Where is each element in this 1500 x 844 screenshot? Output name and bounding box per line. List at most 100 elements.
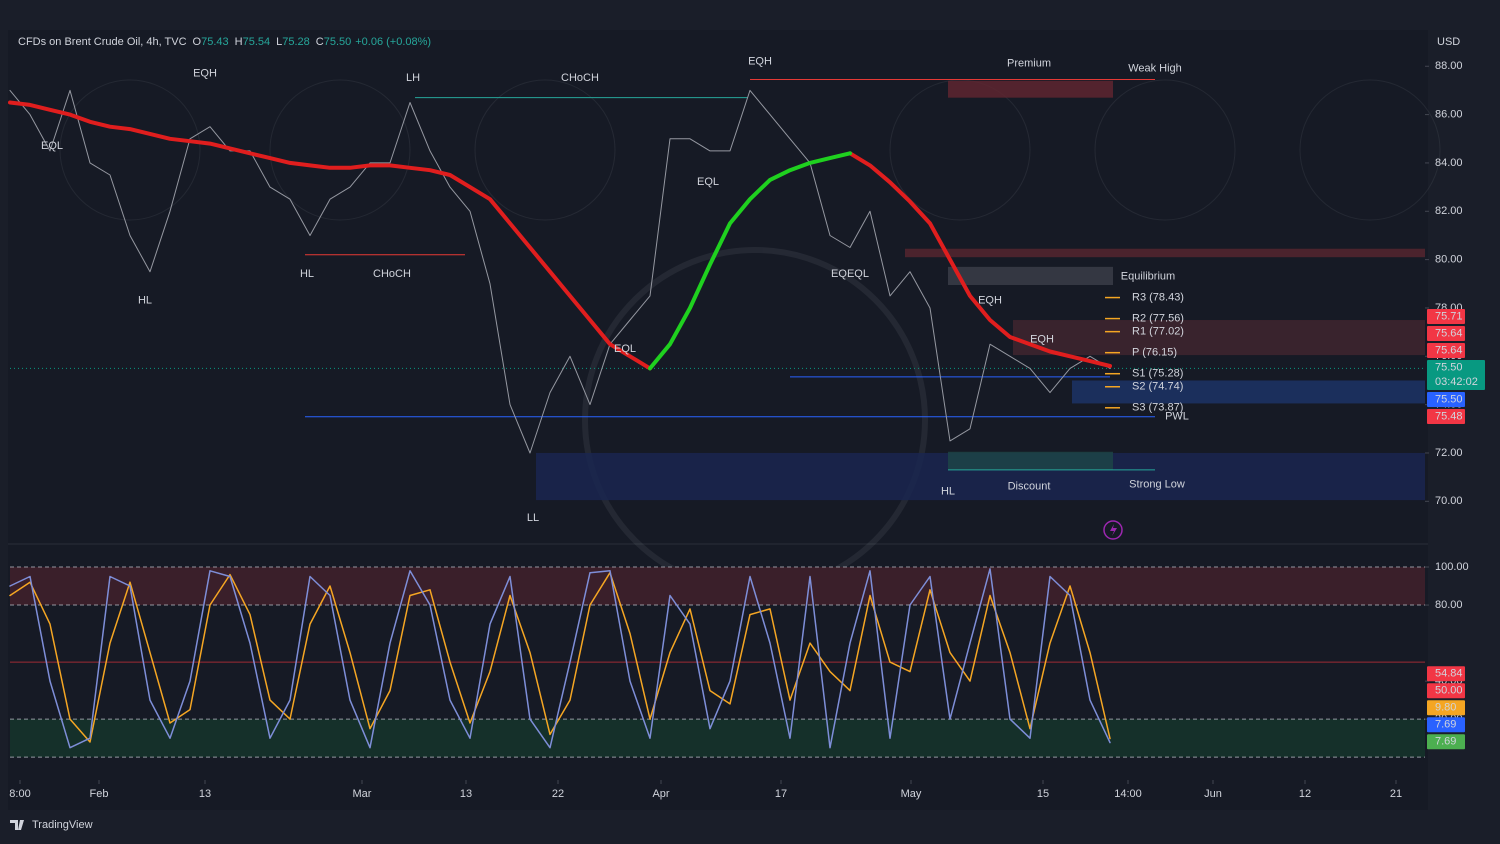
ohlc-key: H bbox=[235, 36, 243, 48]
x-tick-label: Feb bbox=[90, 788, 109, 800]
annotation: Weak High bbox=[1128, 63, 1182, 75]
ohlc-key: O bbox=[193, 36, 202, 48]
price-tag bbox=[1427, 342, 1465, 358]
zone bbox=[948, 266, 1113, 285]
x-tick-label: May bbox=[901, 788, 922, 800]
price-tag bbox=[1427, 717, 1465, 733]
annotation: LH bbox=[406, 72, 420, 84]
pivot-label: R1 (77.02) bbox=[1132, 326, 1184, 338]
price-tag-label: 75.50 bbox=[1435, 361, 1463, 373]
annotation: CHoCH bbox=[561, 72, 599, 84]
price-tag-label: 75.64 bbox=[1435, 344, 1463, 356]
x-tick-label: Mar bbox=[353, 788, 372, 800]
y-tick-label: 80.00 bbox=[1435, 254, 1463, 266]
annotation: EQH bbox=[193, 67, 217, 79]
annotation: Equilibrium bbox=[1121, 270, 1175, 282]
pivot-label: P (76.15) bbox=[1132, 347, 1177, 359]
annotation: HL bbox=[941, 486, 955, 498]
price-tag-label: 75.64 bbox=[1435, 327, 1463, 339]
y-tick-label: 86.00 bbox=[1435, 109, 1463, 121]
plot-area bbox=[8, 30, 1428, 810]
pivot-label: R2 (77.56) bbox=[1132, 313, 1184, 325]
x-tick-label: 13 bbox=[460, 788, 472, 800]
brand: TradingView bbox=[32, 819, 93, 831]
price-tag-label: 75.48 bbox=[1435, 410, 1463, 422]
y-tick-label: 84.00 bbox=[1435, 157, 1463, 169]
annotation: EQEQL bbox=[831, 268, 869, 280]
annotation: EQL bbox=[41, 140, 63, 152]
price-tag bbox=[1427, 683, 1465, 699]
annotation: CHoCH bbox=[373, 268, 411, 280]
price-tag-label: 50.00 bbox=[1435, 685, 1463, 697]
ohlc-value: 75.28 bbox=[282, 36, 310, 48]
annotation: Strong Low bbox=[1129, 478, 1185, 490]
price-tag-label: 9.80 bbox=[1435, 702, 1456, 714]
ohlc-value: 75.43 bbox=[201, 36, 229, 48]
pivot-label: R3 (78.43) bbox=[1132, 291, 1184, 303]
band bbox=[10, 719, 1425, 758]
price-tag bbox=[1427, 734, 1465, 750]
change: +0.06 (+0.08%) bbox=[355, 36, 431, 48]
zone bbox=[1072, 380, 1425, 404]
symbol: CFDs on Brent Crude Oil, 4h, TVC bbox=[18, 36, 187, 48]
price-tag bbox=[1427, 308, 1465, 324]
price-tag bbox=[1427, 391, 1465, 407]
price-tag bbox=[1427, 700, 1465, 716]
annotation: LL bbox=[527, 512, 539, 524]
price-tag-label: 7.69 bbox=[1435, 736, 1456, 748]
annotation: PWL bbox=[1165, 411, 1189, 423]
price-tag-label: 54.84 bbox=[1435, 668, 1463, 680]
y-tick-label: 100.00 bbox=[1435, 561, 1469, 573]
x-tick-label: Apr bbox=[652, 788, 669, 800]
x-tick-label: 17 bbox=[775, 788, 787, 800]
x-tick-label: 22 bbox=[552, 788, 564, 800]
annotation: EQH bbox=[978, 295, 1002, 307]
x-tick-label: 21 bbox=[1390, 788, 1402, 800]
series-line bbox=[648, 151, 852, 371]
annotation: HL bbox=[300, 268, 314, 280]
annotation: EQL bbox=[697, 176, 719, 188]
zone bbox=[948, 80, 1113, 98]
price-tag bbox=[1427, 325, 1465, 341]
header: CFDs on Brent Crude Oil, 4h, TVC O75.43 H7… bbox=[18, 36, 431, 48]
annotation: EQH bbox=[748, 55, 772, 67]
price-tag bbox=[1427, 359, 1485, 390]
zone bbox=[948, 451, 1113, 470]
pivot-label: S2 (74.74) bbox=[1132, 381, 1183, 393]
annotation: HL bbox=[138, 295, 152, 307]
y-tick-label: 72.00 bbox=[1435, 447, 1463, 459]
price-tag-sub: 03:42:02 bbox=[1435, 376, 1478, 388]
y-tick-label: 82.00 bbox=[1435, 205, 1463, 217]
annotation: EQH bbox=[1030, 333, 1054, 345]
brand-logo bbox=[10, 820, 24, 830]
ohlc-key: C bbox=[316, 36, 324, 48]
pivot-label: S3 (73.87) bbox=[1132, 402, 1183, 414]
x-tick-label: 8:00 bbox=[9, 788, 30, 800]
ohlc-key: L bbox=[276, 36, 282, 48]
ohlc-value: 75.54 bbox=[243, 36, 271, 48]
y-tick-label: 80.00 bbox=[1435, 599, 1463, 611]
ohlc-value: 75.50 bbox=[324, 36, 352, 48]
alert-icon[interactable] bbox=[1103, 520, 1123, 540]
price-tag bbox=[1427, 408, 1465, 424]
y-tick-label: 88.00 bbox=[1435, 60, 1463, 72]
series-line bbox=[9, 89, 1111, 454]
annotation: Discount bbox=[1008, 481, 1051, 493]
annotation: EQL bbox=[614, 343, 636, 355]
x-tick-label: 14:00 bbox=[1114, 788, 1142, 800]
zone bbox=[1013, 320, 1425, 356]
currency: USD bbox=[1437, 36, 1460, 48]
series-line bbox=[9, 571, 1111, 743]
pivot-label: S1 (75.28) bbox=[1132, 368, 1183, 380]
x-tick-label: 12 bbox=[1299, 788, 1311, 800]
annotation: Premium bbox=[1007, 58, 1051, 70]
series-line bbox=[9, 568, 1111, 749]
price-tag-label: 75.50 bbox=[1435, 393, 1463, 405]
y-tick-label: 70.00 bbox=[1435, 495, 1463, 507]
price-tag-label: 75.71 bbox=[1435, 310, 1463, 322]
price-tag-label: 7.69 bbox=[1435, 719, 1456, 731]
band bbox=[10, 567, 1425, 606]
x-tick-label: Jun bbox=[1204, 788, 1222, 800]
